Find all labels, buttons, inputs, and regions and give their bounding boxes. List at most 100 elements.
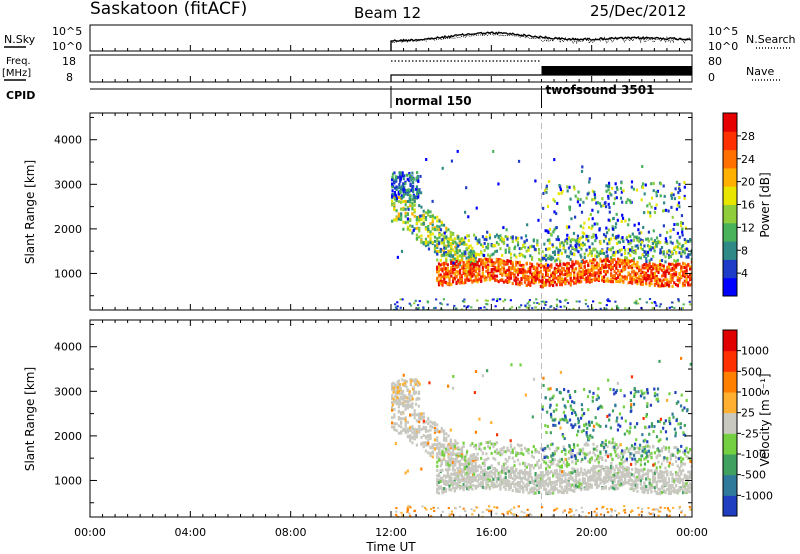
echo-cell	[457, 469, 460, 473]
echo-cell	[403, 186, 406, 190]
echo-cell	[662, 273, 665, 277]
echo-cell	[643, 211, 646, 215]
echo-cell	[406, 193, 410, 197]
echo-cell	[622, 189, 625, 193]
echo-cell	[441, 238, 444, 242]
echo-cell	[449, 254, 452, 258]
echo-cell	[508, 266, 511, 270]
echo-cell	[464, 471, 467, 475]
echo-cell	[463, 305, 466, 308]
echo-cell	[555, 276, 558, 280]
echo-cell	[396, 390, 399, 394]
echo-cell	[469, 272, 472, 276]
echo-cell	[683, 283, 686, 287]
echo-cell	[483, 461, 486, 465]
echo-cell	[638, 279, 641, 283]
echo-cell	[548, 489, 551, 493]
echo-cell	[562, 246, 565, 250]
echo-cell	[594, 264, 597, 268]
echo-cell	[595, 465, 599, 469]
echo-cell	[476, 474, 479, 478]
echo-cell	[639, 463, 643, 467]
echo-cell	[446, 240, 449, 244]
echo-cell	[536, 274, 539, 278]
echo-cell	[487, 466, 490, 470]
echo-cell	[412, 177, 415, 181]
echo-cell	[607, 218, 610, 222]
echo-cell	[451, 457, 455, 461]
echo-cell	[614, 225, 617, 229]
echo-cell	[458, 261, 462, 265]
echo-cell	[539, 259, 542, 263]
echo-cell	[588, 460, 592, 464]
echo-cell	[397, 417, 400, 421]
echo-cell	[602, 266, 606, 270]
echo-cell	[662, 267, 665, 271]
echo-cell	[454, 240, 457, 244]
echo-cell	[569, 250, 572, 254]
echo-cell	[438, 219, 441, 223]
echo-cell	[527, 491, 530, 495]
echo-cell	[650, 451, 653, 455]
echo-cell	[609, 256, 613, 260]
echo-cell	[667, 464, 671, 468]
echo-cell	[509, 471, 513, 475]
echo-cell	[595, 478, 599, 482]
echo-cell	[555, 246, 558, 250]
echo-cell	[650, 270, 653, 274]
echo-cell	[450, 444, 453, 448]
echo-cell	[516, 475, 520, 479]
echo-cell	[665, 239, 668, 243]
echo-cell	[465, 265, 468, 269]
echo-cell	[456, 257, 459, 261]
echo-cell	[506, 483, 509, 487]
echo-cell	[431, 455, 434, 459]
echo-cell	[574, 472, 578, 476]
echo-cell	[472, 483, 475, 487]
echo-cell	[602, 251, 606, 255]
echo-cell	[511, 451, 514, 455]
echo-cell	[559, 269, 562, 273]
echo-cell	[564, 250, 567, 254]
echo-cell	[409, 437, 412, 441]
echo-cell	[638, 231, 641, 235]
echo-cell	[548, 281, 551, 285]
echo-cell	[631, 479, 634, 483]
nsky-trace	[390, 31, 692, 51]
echo-cell	[467, 478, 470, 482]
echo-cell	[529, 469, 532, 473]
echo-cell	[688, 252, 692, 256]
echo-cell	[467, 465, 470, 469]
echo-cell	[470, 478, 473, 482]
echo-cell	[664, 282, 667, 286]
echo-cell	[395, 402, 398, 406]
echo-cell	[457, 473, 460, 477]
echo-cell	[474, 486, 477, 490]
echo-cell	[420, 412, 423, 416]
echo-cell	[418, 417, 421, 421]
echo-cell	[397, 217, 400, 221]
echo-cell	[645, 262, 648, 266]
echo-cell	[583, 260, 586, 264]
echo-cell	[492, 276, 495, 280]
echo-cell	[641, 282, 644, 286]
echo-cell	[575, 248, 578, 252]
echo-cell	[590, 273, 593, 277]
echo-cell	[648, 469, 651, 473]
echo-cell	[392, 386, 395, 390]
echo-cell	[588, 475, 592, 479]
echo-cell	[516, 261, 520, 265]
echo-cell	[669, 491, 672, 495]
echo-cell	[602, 486, 606, 490]
echo-cell	[669, 235, 672, 239]
echo-cell	[639, 458, 643, 462]
echo-cell	[546, 269, 549, 273]
echo-cell	[627, 259, 630, 263]
echo-cell	[571, 246, 574, 250]
echo-cell	[670, 194, 673, 198]
nsearch-tick-bottom: 10^0	[708, 40, 738, 53]
echo-cell	[615, 266, 618, 270]
echo-cell	[545, 479, 548, 483]
echo-cell	[585, 453, 588, 457]
echo-cell	[473, 464, 476, 468]
